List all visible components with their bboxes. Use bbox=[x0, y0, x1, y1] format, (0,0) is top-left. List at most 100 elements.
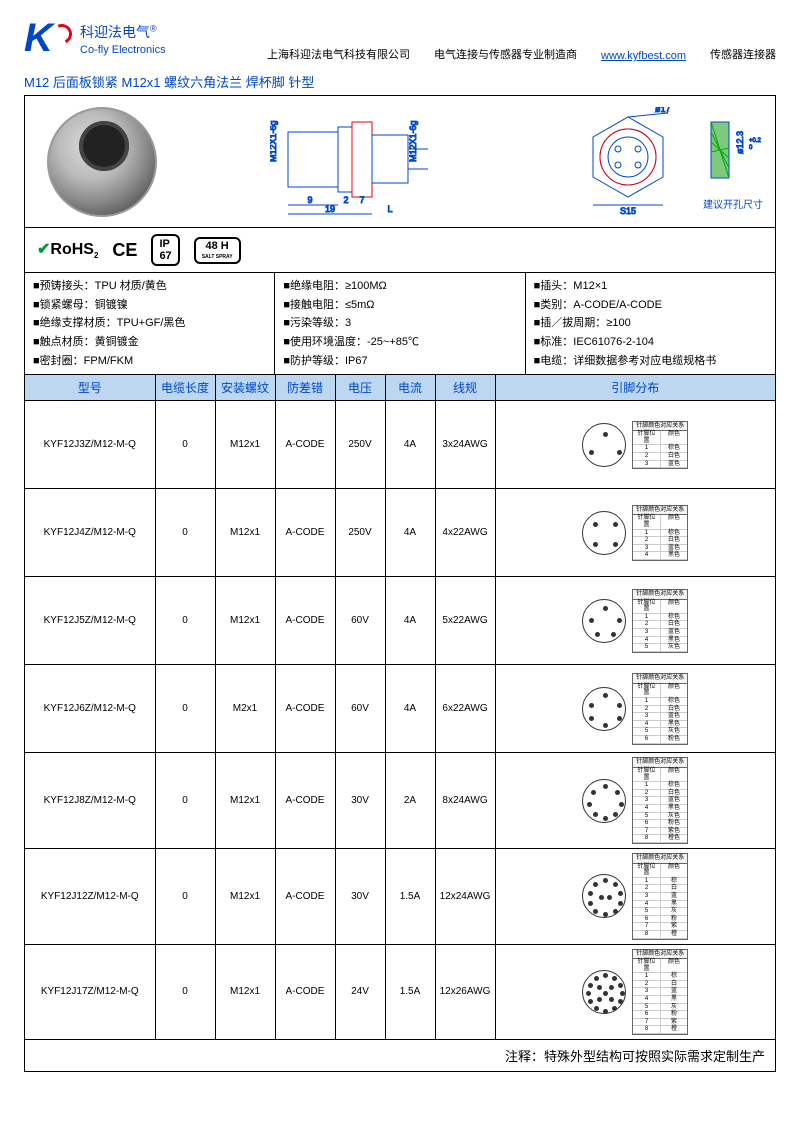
svg-text:19: 19 bbox=[325, 204, 335, 214]
header-right: 上海科迎法电气科技有限公司 电气连接与传感器专业制造商 www.kyfbest.… bbox=[174, 46, 776, 62]
table-body: KYF12J3Z/M12-M-Q0M12x1A-CODE250V4A3x24AW… bbox=[25, 401, 775, 1039]
table-header: 防差错 bbox=[275, 375, 335, 401]
spec-column-1: ■预铸接头：TPU 材质/黄色■锁紧螺母：铜镀镍■绝缘支撑材质：TPU+GF/黑… bbox=[25, 273, 275, 374]
table-row: KYF12J5Z/M12-M-Q0M12x1A-CODE60V4A5x22AWG… bbox=[25, 577, 775, 665]
table-cell: M12x1 bbox=[215, 401, 275, 489]
technical-drawing-front: ø17 S15 bbox=[573, 104, 683, 219]
spec-line: ■绝缘支撑材质：TPU+GF/黑色 bbox=[33, 314, 266, 333]
table-cell: KYF12J5Z/M12-M-Q bbox=[25, 577, 155, 665]
main-content: M12X1-6g M12X1-6g 9 2 7 19 L bbox=[24, 95, 776, 1072]
svg-text:7: 7 bbox=[359, 195, 364, 205]
spec-line: ■插／拔周期：≥100 bbox=[534, 314, 767, 333]
spec-line: ■触点材质：黄铜镀金 bbox=[33, 333, 266, 352]
product-photo bbox=[37, 104, 167, 219]
spec-line: ■电缆：详细数据参考对应电缆规格书 bbox=[534, 352, 767, 371]
table-cell: A-CODE bbox=[275, 944, 335, 1039]
spec-line: ■接触电阻：≤5mΩ bbox=[283, 296, 516, 315]
table-cell: 250V bbox=[335, 401, 385, 489]
technical-drawing-hole: ø12.3 +0.2 0 建议开孔尺寸 bbox=[703, 104, 763, 219]
pinout-cell: 针脚颜色对应关系针脚位置颜色1棕2白3蓝4黑5灰6粉7紫8橙 bbox=[495, 944, 775, 1039]
table-cell: 4A bbox=[385, 665, 435, 753]
table-header: 电缆长度 bbox=[155, 375, 215, 401]
diagram-row: M12X1-6g M12X1-6g 9 2 7 19 L bbox=[25, 96, 775, 228]
table-cell: 4x22AWG bbox=[435, 489, 495, 577]
pinout-cell: 针脚颜色对应关系针脚位置颜色1棕色2白色3蓝色 bbox=[495, 401, 775, 489]
table-cell: 60V bbox=[335, 577, 385, 665]
svg-text:M12X1-6g: M12X1-6g bbox=[408, 120, 418, 162]
brand-cn: 科迎法电气® bbox=[80, 22, 166, 42]
svg-text:0: 0 bbox=[749, 145, 753, 151]
table-cell: M12x1 bbox=[215, 489, 275, 577]
table-cell: 8x24AWG bbox=[435, 753, 495, 849]
pin-diagram bbox=[582, 687, 626, 731]
table-cell: M12x1 bbox=[215, 753, 275, 849]
pin-diagram bbox=[582, 779, 626, 823]
table-cell: 0 bbox=[155, 401, 215, 489]
table-cell: 4A bbox=[385, 577, 435, 665]
table-cell: KYF12J17Z/M12-M-Q bbox=[25, 944, 155, 1039]
table-cell: 1.5A bbox=[385, 848, 435, 944]
pin-color-table: 针脚颜色对应关系针脚位置颜色1棕色2白色3蓝色4黑色5灰色6粉色 bbox=[632, 673, 688, 744]
table-cell: 60V bbox=[335, 665, 385, 753]
spec-line: ■绝缘电阻：≥100MΩ bbox=[283, 277, 516, 296]
table-header-row: 型号电缆长度安装螺纹防差错电压电流线规引脚分布 bbox=[25, 375, 775, 401]
ce-icon: CE bbox=[112, 240, 137, 261]
pin-color-table: 针脚颜色对应关系针脚位置颜色1棕色2白色3蓝色4黑色5灰色6粉色7紫色8橙色 bbox=[632, 757, 688, 844]
svg-text:L: L bbox=[387, 204, 392, 214]
table-cell: 4A bbox=[385, 489, 435, 577]
pin-color-table: 针脚颜色对应关系针脚位置颜色1棕2白3蓝4黑5灰6粉7紫8橙 bbox=[632, 853, 688, 940]
data-table: 型号电缆长度安装螺纹防差错电压电流线规引脚分布 KYF12J3Z/M12-M-Q… bbox=[25, 375, 775, 1039]
spec-line: ■预铸接头：TPU 材质/黄色 bbox=[33, 277, 266, 296]
table-header: 安装螺纹 bbox=[215, 375, 275, 401]
table-cell: 30V bbox=[335, 848, 385, 944]
table-cell: A-CODE bbox=[275, 753, 335, 849]
pin-diagram bbox=[582, 970, 626, 1014]
table-cell: M12x1 bbox=[215, 577, 275, 665]
tagline: 电气连接与传感器专业制造商 bbox=[434, 46, 577, 62]
spec-line: ■插头：M12×1 bbox=[534, 277, 767, 296]
table-cell: M2x1 bbox=[215, 665, 275, 753]
table-cell: KYF12J6Z/M12-M-Q bbox=[25, 665, 155, 753]
pin-color-table: 针脚颜色对应关系针脚位置颜色1棕色2白色3蓝色4黑色 bbox=[632, 505, 688, 561]
ip67-badge: IP67 bbox=[151, 234, 179, 266]
table-cell: 0 bbox=[155, 848, 215, 944]
table-cell: KYF12J4Z/M12-M-Q bbox=[25, 489, 155, 577]
table-header: 电压 bbox=[335, 375, 385, 401]
pin-diagram bbox=[582, 423, 626, 467]
spec-line: ■密封圈：FPM/FKM bbox=[33, 352, 266, 371]
table-cell: 0 bbox=[155, 944, 215, 1039]
table-cell: 0 bbox=[155, 665, 215, 753]
svg-text:9: 9 bbox=[307, 195, 312, 205]
pin-diagram bbox=[582, 599, 626, 643]
pinout-cell: 针脚颜色对应关系针脚位置颜色1棕色2白色3蓝色4黑色5灰色6粉色 bbox=[495, 665, 775, 753]
spec-line: ■标准：IEC61076-2-104 bbox=[534, 333, 767, 352]
table-cell: 6x22AWG bbox=[435, 665, 495, 753]
pinout-cell: 针脚颜色对应关系针脚位置颜色1棕色2白色3蓝色4黑色5灰色6粉色7紫色8橙色 bbox=[495, 753, 775, 849]
spec-line: ■防护等级：IP67 bbox=[283, 352, 516, 371]
table-row: KYF12J3Z/M12-M-Q0M12x1A-CODE250V4A3x24AW… bbox=[25, 401, 775, 489]
spec-grid: ■预铸接头：TPU 材质/黄色■锁紧螺母：铜镀镍■绝缘支撑材质：TPU+GF/黑… bbox=[25, 273, 775, 375]
pin-color-table: 针脚颜色对应关系针脚位置颜色1棕色2白色3蓝色4黑色5灰色 bbox=[632, 589, 688, 653]
table-row: KYF12J6Z/M12-M-Q0M2x1A-CODE60V4A6x22AWG 针… bbox=[25, 665, 775, 753]
table-cell: M12x1 bbox=[215, 944, 275, 1039]
hole-label: 建议开孔尺寸 bbox=[703, 196, 763, 211]
table-cell: A-CODE bbox=[275, 665, 335, 753]
table-header: 型号 bbox=[25, 375, 155, 401]
table-row: KYF12J17Z/M12-M-Q0M12x1A-CODE24V1.5A12x2… bbox=[25, 944, 775, 1039]
spec-line: ■污染等级：3 bbox=[283, 314, 516, 333]
table-cell: KYF12J12Z/M12-M-Q bbox=[25, 848, 155, 944]
website-link[interactable]: www.kyfbest.com bbox=[601, 50, 686, 62]
pin-diagram bbox=[582, 511, 626, 555]
table-cell: A-CODE bbox=[275, 489, 335, 577]
table-cell: KYF12J3Z/M12-M-Q bbox=[25, 401, 155, 489]
table-cell: 0 bbox=[155, 489, 215, 577]
page-header: K 科迎法电气® Co-fly Electronics 上海科迎法电气科技有限公… bbox=[24, 20, 776, 68]
table-cell: A-CODE bbox=[275, 848, 335, 944]
svg-text:2: 2 bbox=[343, 195, 348, 205]
page-title: M12 后面板锁紧 M12x1 螺纹六角法兰 焊杯脚 针型 bbox=[24, 72, 776, 91]
table-cell: 0 bbox=[155, 753, 215, 849]
technical-drawing-side: M12X1-6g M12X1-6g 9 2 7 19 L bbox=[187, 104, 553, 219]
table-cell: KYF12J8Z/M12-M-Q bbox=[25, 753, 155, 849]
table-cell: 12x26AWG bbox=[435, 944, 495, 1039]
table-cell: 0 bbox=[155, 577, 215, 665]
